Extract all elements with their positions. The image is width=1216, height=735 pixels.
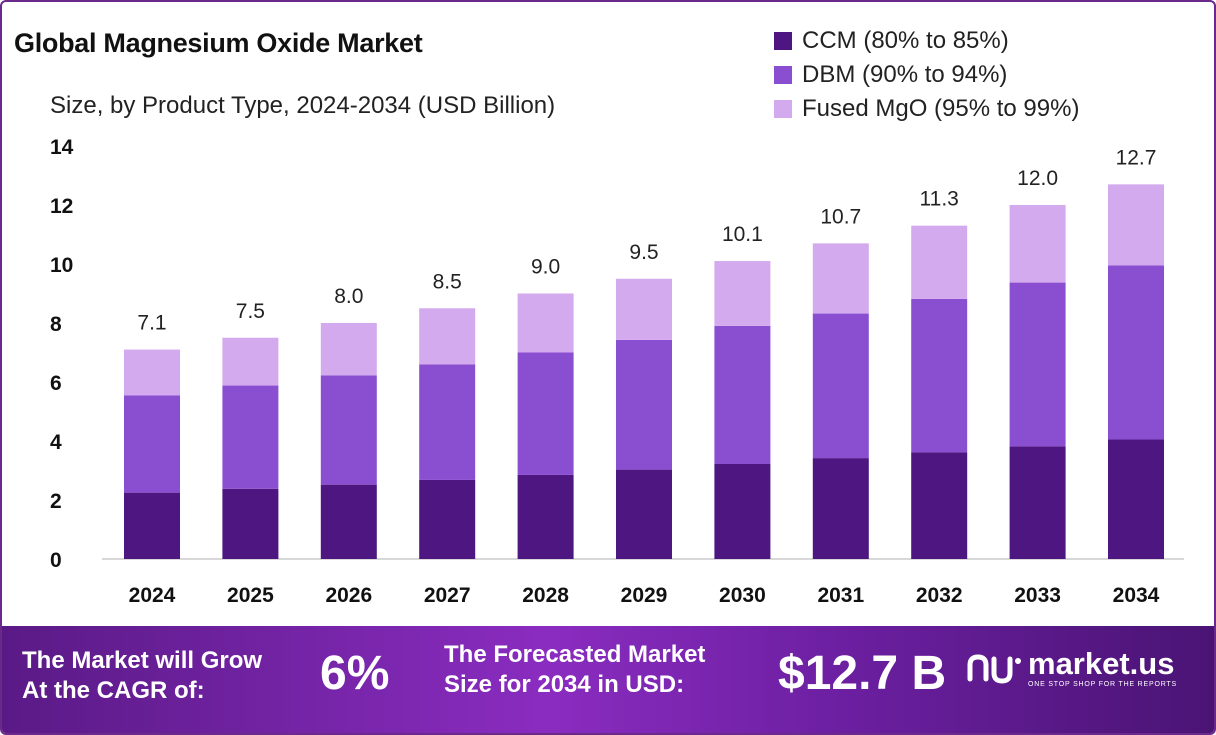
bar-segment-ccm — [616, 469, 672, 559]
bar-segment-fused-mgo — [1009, 205, 1066, 283]
x-tick-label: 2033 — [1014, 584, 1061, 607]
bar-segment-ccm — [222, 488, 279, 559]
y-tick-label: 8 — [50, 313, 62, 336]
bar-segment-fused-mgo — [714, 261, 771, 326]
legend: CCM (80% to 85%) DBM (90% to 94%) Fused … — [774, 24, 1079, 126]
bar-segment-fused-mgo — [1108, 184, 1164, 266]
bar-segment-ccm — [714, 464, 771, 559]
bar-segment-ccm — [124, 492, 180, 559]
data-label-total: 12.0 — [1017, 167, 1058, 190]
legend-item-fused-mgo: Fused MgO (95% to 99%) — [774, 92, 1079, 126]
data-label-total: 9.5 — [629, 241, 658, 264]
x-tick-label: 2028 — [522, 584, 569, 607]
bar-chart: 0 2 4 6 8 10 12 14 7.1 2024 7.5 2025 8.0 2026 8.5 2027 9… — [50, 136, 1184, 607]
forecast-value: $12.7 B — [778, 647, 947, 700]
forecast-label-line2: Size for 2034 in USD: — [444, 671, 685, 698]
y-tick-label: 14 — [50, 136, 74, 159]
cagr-label-line1: The Market will Grow — [22, 647, 263, 674]
y-tick-label: 2 — [50, 490, 62, 513]
y-tick-label: 10 — [50, 254, 73, 277]
bar-segment-ccm — [517, 474, 574, 559]
bar-segment-dbm — [1108, 265, 1164, 440]
legend-item-dbm: DBM (90% to 94%) — [774, 58, 1079, 92]
data-label-total: 7.1 — [137, 312, 166, 335]
data-label-total: 10.7 — [820, 205, 861, 228]
data-label-total: 9.0 — [531, 256, 560, 279]
y-tick-label: 4 — [50, 431, 62, 454]
bar-segment-dbm — [1009, 282, 1066, 447]
bar-segment-ccm — [812, 458, 869, 559]
y-tick-label: 6 — [50, 372, 62, 395]
footer-banner: The Market will Grow At the CAGR of: 6% … — [2, 626, 1214, 733]
data-label-total: 7.5 — [236, 300, 265, 323]
bar-segment-ccm — [419, 479, 476, 559]
brand-name: market.us — [1028, 646, 1175, 681]
bar-segment-fused-mgo — [616, 278, 672, 340]
x-tick-label: 2026 — [325, 584, 372, 607]
x-tick-label: 2030 — [719, 584, 766, 607]
brand-logo: market.us ONE STOP SHOP FOR THE REPORTS — [964, 648, 1177, 690]
bar-segment-fused-mgo — [419, 308, 476, 365]
cagr-value: 6% — [320, 647, 390, 700]
y-tick-label: 12 — [50, 195, 73, 218]
cagr-label-line2: At the CAGR of: — [22, 677, 205, 704]
x-tick-label: 2027 — [424, 584, 471, 607]
chart-title: Global Magnesium Oxide Market — [14, 28, 423, 58]
bar-segment-fused-mgo — [812, 243, 869, 314]
bar-segment-fused-mgo — [222, 337, 279, 386]
cagr-label: The Market will Grow At the CAGR of: — [22, 646, 262, 706]
x-tick-label: 2032 — [916, 584, 963, 607]
bar-segment-ccm — [1009, 446, 1066, 559]
bar-segment-fused-mgo — [320, 323, 377, 376]
bar-segment-ccm — [320, 484, 377, 559]
bar-segment-fused-mgo — [911, 225, 968, 299]
data-label-total: 11.3 — [920, 188, 959, 211]
bar-segment-dbm — [616, 339, 672, 470]
bar-segment-dbm — [517, 352, 574, 475]
bar-segment-fused-mgo — [517, 293, 574, 353]
market-us-logo-icon — [967, 654, 1021, 684]
brand-tagline: ONE STOP SHOP FOR THE REPORTS — [1028, 681, 1177, 688]
bar-segment-dbm — [714, 325, 771, 465]
legend-item-ccm: CCM (80% to 85%) — [774, 24, 1079, 58]
legend-label-ccm: CCM (80% to 85%) — [802, 27, 1009, 54]
legend-label-fused-mgo: Fused MgO (95% to 99%) — [802, 95, 1080, 122]
legend-swatch-dbm — [774, 66, 792, 84]
x-tick-label: 2024 — [129, 584, 176, 607]
bar-segment-dbm — [124, 395, 180, 493]
bar-segment-dbm — [812, 313, 869, 459]
legend-swatch-fused-mgo — [774, 100, 792, 118]
bar-segment-dbm — [419, 364, 476, 480]
data-label-total: 12.7 — [1116, 146, 1157, 169]
x-tick-label: 2025 — [227, 584, 274, 607]
x-tick-label: 2031 — [817, 584, 864, 607]
forecast-label-line1: The Forecasted Market — [444, 641, 706, 668]
bar-segment-dbm — [320, 375, 377, 485]
y-tick-label: 0 — [50, 549, 62, 572]
bar-segment-ccm — [911, 452, 968, 559]
data-label-total: 8.5 — [433, 270, 462, 293]
legend-swatch-ccm — [774, 32, 792, 50]
x-tick-label: 2034 — [1113, 584, 1160, 607]
bar-segment-fused-mgo — [124, 349, 180, 396]
data-label-total: 10.1 — [722, 223, 763, 246]
x-tick-label: 2029 — [621, 584, 668, 607]
bar-segment-dbm — [911, 298, 968, 453]
bar-segment-ccm — [1108, 439, 1164, 559]
data-label-total: 8.0 — [334, 285, 363, 308]
chart-subtitle: Size, by Product Type, 2024-2034 (USD Bi… — [50, 92, 556, 119]
forecast-label: The Forecasted Market Size for 2034 in U… — [444, 640, 705, 700]
bar-segment-dbm — [222, 385, 279, 489]
legend-label-dbm: DBM (90% to 94%) — [802, 61, 1008, 88]
